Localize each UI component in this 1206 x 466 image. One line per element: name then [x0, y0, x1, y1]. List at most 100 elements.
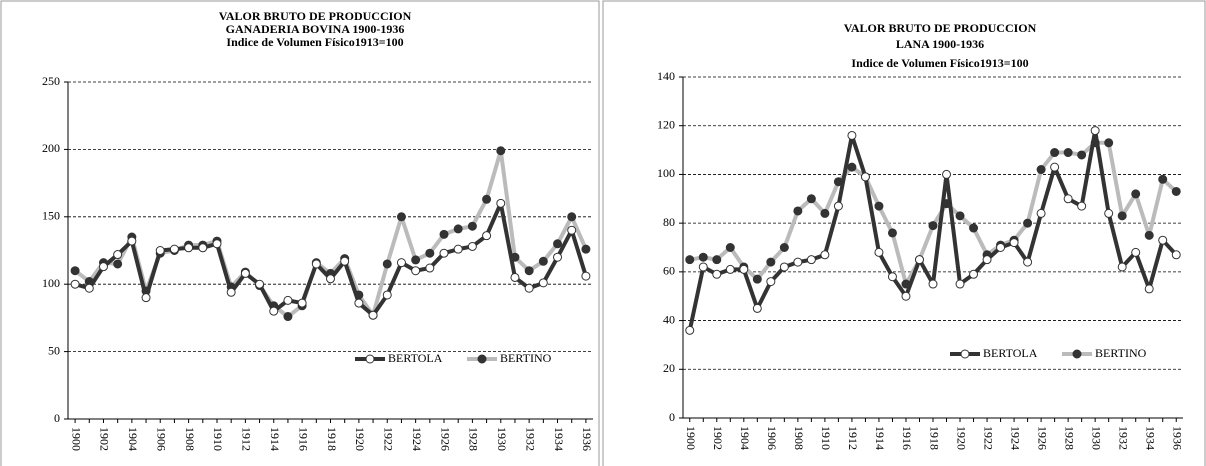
series-marker	[510, 252, 520, 262]
series-marker	[467, 221, 477, 231]
series-marker	[833, 201, 843, 211]
series-marker	[955, 279, 965, 289]
x-tick-label: 1906	[154, 427, 168, 451]
series-marker	[553, 252, 563, 262]
series-marker	[833, 177, 843, 187]
series-marker	[942, 199, 952, 209]
series-marker	[1036, 165, 1046, 175]
series-marker	[766, 277, 776, 287]
series-marker	[820, 208, 830, 218]
series-marker	[425, 248, 435, 258]
series-marker	[1171, 186, 1181, 196]
x-tick-label: 1900	[69, 427, 83, 451]
series-marker	[113, 250, 123, 260]
series-line	[73, 148, 588, 319]
x-tick-label: 1906	[765, 426, 779, 450]
series-marker	[141, 293, 151, 303]
series-marker	[297, 298, 307, 308]
x-tick-label: 1926	[1035, 426, 1049, 450]
series-marker	[1144, 230, 1154, 240]
series-marker	[806, 255, 816, 265]
series-marker	[1131, 247, 1141, 257]
x-tick-label: 1916	[900, 426, 914, 450]
series-marker	[84, 283, 94, 293]
x-tick-label: 1934	[552, 427, 566, 451]
x-tick-label: 1910	[211, 427, 225, 451]
series-marker	[1009, 238, 1019, 248]
series-marker	[70, 266, 80, 276]
chart-title: Indice de Volumen Físico1913=100	[226, 35, 403, 49]
x-tick-label: 1924	[410, 427, 424, 451]
series-marker	[996, 243, 1006, 252]
series-marker	[1036, 208, 1046, 218]
series-marker	[725, 264, 735, 274]
left-frame	[0, 0, 600, 466]
chart-title: LANA 1900-1936	[896, 37, 984, 51]
series-marker	[482, 194, 492, 204]
series-marker	[874, 247, 884, 257]
series-marker	[1050, 148, 1060, 158]
legend-label: BERTOLA	[983, 346, 1038, 360]
series-marker	[712, 255, 722, 265]
series-marker	[1104, 208, 1114, 218]
series-marker	[510, 272, 520, 282]
series-marker	[712, 269, 722, 279]
series-marker	[538, 278, 548, 288]
x-tick-label: 1904	[738, 426, 752, 450]
series-marker	[779, 262, 789, 272]
series-marker	[467, 241, 477, 251]
series-marker	[524, 283, 534, 293]
y-tick-label: 40	[663, 312, 675, 326]
series-marker	[1117, 211, 1127, 221]
x-tick-label: 1910	[819, 426, 833, 450]
x-tick-label: 1900	[684, 426, 698, 450]
legend-label: BERTINO	[500, 351, 552, 365]
series-marker	[847, 130, 857, 140]
series-marker	[1131, 189, 1141, 199]
series-marker	[698, 262, 708, 272]
series-marker	[340, 256, 350, 266]
legend-marker	[477, 354, 487, 364]
series-marker	[874, 201, 884, 211]
y-tick-label: 60	[663, 264, 675, 278]
series-marker	[1144, 284, 1154, 294]
right-frame	[602, 0, 1206, 466]
series-marker	[1063, 148, 1073, 158]
y-tick-label: 50	[48, 343, 60, 357]
x-tick-label: 1932	[523, 427, 537, 451]
x-tick-label: 1930	[495, 427, 509, 451]
x-tick-label: 1902	[711, 426, 725, 450]
series-marker	[184, 243, 194, 253]
series-marker	[198, 243, 208, 253]
x-tick-label: 1918	[927, 426, 941, 450]
series-marker	[70, 279, 80, 289]
x-tick-label: 1936	[580, 427, 594, 451]
y-tick-label: 250	[42, 74, 60, 88]
y-tick-label: 80	[663, 215, 675, 229]
series-marker	[453, 244, 463, 254]
series-marker	[1117, 262, 1127, 272]
series-marker	[396, 258, 406, 268]
series-marker	[1090, 126, 1100, 136]
series-marker	[752, 303, 762, 313]
legend-marker	[960, 349, 970, 359]
y-tick-label: 0	[669, 410, 675, 424]
x-tick-label: 1920	[954, 426, 968, 450]
series-marker	[739, 264, 749, 274]
series-marker	[496, 146, 506, 156]
x-tick-label: 1932	[1116, 426, 1130, 450]
series-marker	[820, 250, 830, 260]
series-marker	[283, 312, 293, 322]
y-tick-label: 150	[42, 209, 60, 223]
x-tick-label: 1914	[268, 427, 282, 451]
series-marker	[1077, 150, 1087, 160]
series-marker	[928, 221, 938, 231]
series-marker	[269, 306, 279, 316]
series-marker	[382, 290, 392, 300]
series-marker	[581, 271, 591, 281]
y-tick-label: 100	[42, 276, 60, 290]
series-marker	[326, 274, 335, 284]
series-marker	[538, 256, 548, 266]
series-marker	[425, 263, 435, 273]
x-tick-label: 1934	[1143, 426, 1157, 450]
